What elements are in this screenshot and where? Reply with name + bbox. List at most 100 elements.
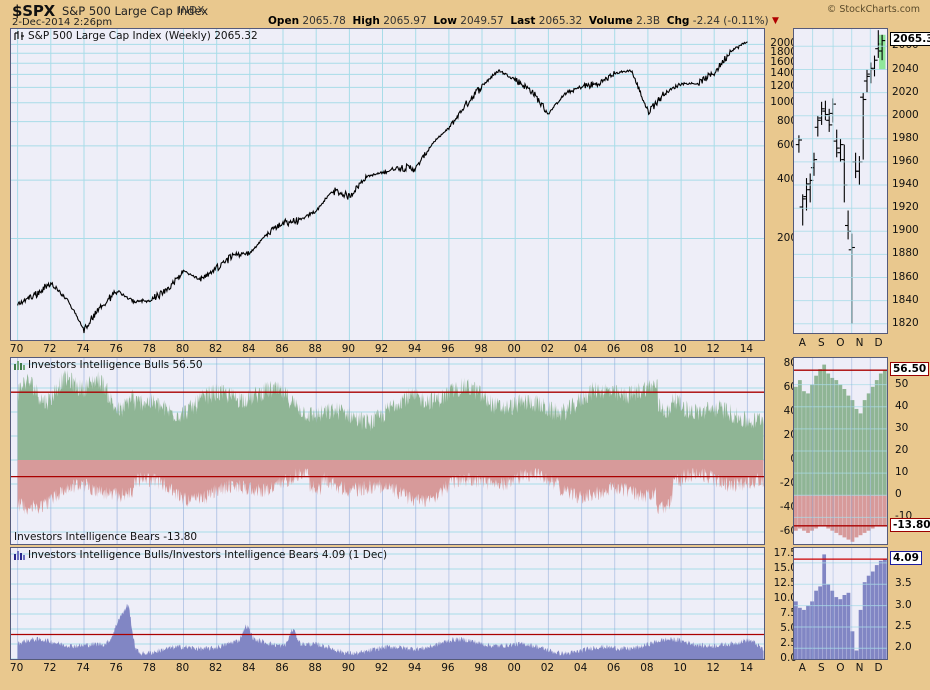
axis-tick: 40 [895,399,909,412]
stockcharts-watermark: © StockCharts.com [826,4,920,15]
axis-tick: 10 [673,343,687,355]
axis-tick: 2.5 [895,620,912,632]
bulls-bears-panel[interactable]: Investors Intelligence Bulls 56.50 Inves… [10,357,765,545]
down-arrow-icon: ▼ [771,16,779,26]
main-chart-legend: S&P 500 Large Cap Index (Weekly) 2065.32 [14,30,258,42]
axis-tick: 92 [374,662,389,674]
volume-value: 2.3B [636,15,661,27]
bulls-bears-ratio-panel[interactable]: Investors Intelligence Bulls/Investors I… [10,547,765,660]
ratio-legend-text: Investors Intelligence Bulls/Investors I… [28,549,388,561]
axis-tick: 12.5 [773,577,797,589]
last-label: Last [510,15,536,27]
axis-tick: A [798,662,806,674]
bulls-bears-plot [11,358,764,544]
axis-tick: 82 [209,662,223,674]
bulls-legend-text: Investors Intelligence Bulls 56.50 [28,359,203,371]
quote-timestamp: 2-Dec-2014 2:26pm [12,17,113,28]
recent-bulls-bears-panel[interactable] [793,357,888,545]
axis-tick: 02 [540,662,555,674]
bulls-legend: Investors Intelligence Bulls 56.50 [14,359,203,371]
axis-tick: S [818,662,825,674]
axis-tick: 80 [175,343,190,355]
recent-ratio-panel[interactable] [793,547,888,660]
axis-tick: 2.0 [895,641,912,654]
axis-tick: 1920 [892,201,919,214]
axis-tick: N [855,337,864,349]
axis-tick: 74 [76,662,90,674]
axis-tick: 20 [895,444,909,456]
axis-tick: 1980 [892,131,919,144]
axis-tick: 72 [43,343,57,355]
axis-tick: 200 [776,231,797,244]
symbol-ticker[interactable]: $SPX [12,2,55,20]
main-legend-text: S&P 500 Large Cap Index (Weekly) 2065.32 [28,30,258,42]
high-value: 2065.97 [383,15,427,27]
axis-tick: 04 [573,343,588,355]
axis-tick: 94 [408,343,422,355]
axis-tick: 0 [895,488,902,501]
axis-tick: 00 [507,343,521,355]
low-value: 2049.57 [460,15,504,27]
last-value: 2065.32 [538,15,583,27]
axis-tick: 96 [441,343,455,355]
ratio-axis: 17.5 15.0 12.5 10.0 7.5 5.0 2.5 0.0 [765,547,799,664]
axis-tick: 600 [776,138,797,151]
axis-tick: 2040 [892,62,919,75]
main-price-panel[interactable]: S&P 500 Large Cap Index (Weekly) 2065.32 [10,28,765,341]
axis-tick: 30 [895,421,909,434]
axis-tick: 2000 [770,37,797,50]
axis-tick: 1200 [770,80,797,93]
axis-tick: 86 [275,343,289,355]
recent-bulls-bears-plot [794,358,887,544]
axis-tick: 72 [43,662,57,674]
axis-tick: 84 [242,343,256,355]
axis-tick: 00 [507,662,521,674]
axis-tick: 88 [308,662,322,674]
axis-tick: -40 [779,501,797,513]
axis-tick: 76 [109,662,123,674]
axis-tick: 86 [275,662,289,674]
axis-tick: 88 [308,343,322,355]
axis-tick: 1800 [770,46,797,59]
axis-tick: 1000 [770,95,797,108]
quote-bar: Open 2065.78 High 2065.97 Low 2049.57 La… [268,15,779,27]
recent-ohlc-plot [794,29,887,333]
axis-tick: 3.0 [895,598,912,611]
axis-tick: 2.5 [780,637,797,649]
axis-tick: O [836,337,845,349]
open-value: 2065.78 [302,15,346,27]
axis-tick: 08 [640,343,654,355]
axis-tick: A [798,337,806,349]
main-price-plot [11,29,764,340]
axis-tick: 1600 [770,56,797,69]
symbol-name: S&P 500 Large Cap Index [62,4,209,18]
axis-tick: 1820 [892,316,919,329]
axis-tick: 70 [9,343,24,355]
axis-tick: 5.0 [780,622,797,634]
axis-tick: 1940 [892,178,919,190]
change-value: -2.24 (-0.11%) [692,15,769,27]
axis-tick: D [874,662,883,674]
volume-label: Volume [588,15,633,27]
axis-tick: 0.0 [780,652,797,664]
axis-tick: 10.0 [773,592,797,604]
axis-tick: 92 [374,343,389,355]
axis-tick: N [855,662,864,674]
axis-tick: 10 [895,466,909,479]
recent-ratio-plot [794,548,887,659]
axis-tick: -60 [779,525,797,537]
axis-tick: 08 [640,662,654,674]
axis-tick: 14 [739,343,754,355]
ratio-legend: Investors Intelligence Bulls/Investors I… [14,549,387,561]
bulls-value-flag: 56.50 [890,362,930,377]
main-price-axis: 2000 1800 1600 1400 1200 1000 800 600 400 200 [765,28,799,341]
axis-tick: 94 [408,662,422,674]
bears-legend: Investors Intelligence Bears -13.80 [14,531,198,543]
axis-tick: 7.5 [780,607,797,619]
axis-tick: D [874,337,883,349]
axis-tick: 800 [776,114,797,127]
axis-tick: S [818,337,825,349]
recent-ohlc-panel[interactable] [793,28,888,334]
